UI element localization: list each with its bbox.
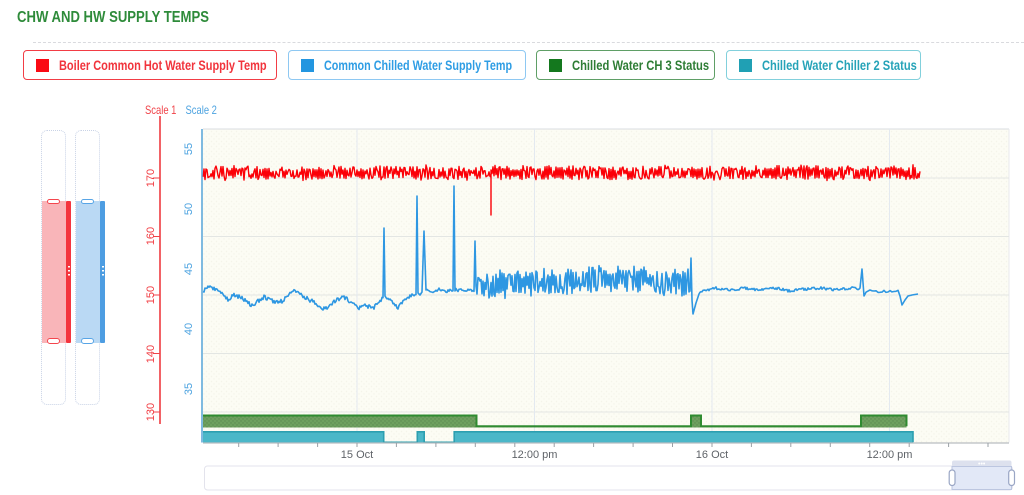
svg-text:140: 140 (145, 345, 157, 363)
svg-text:150: 150 (145, 286, 157, 304)
svg-text:40: 40 (183, 323, 195, 335)
svg-text:55: 55 (183, 143, 195, 155)
svg-text:•••: ••• (978, 461, 986, 468)
svg-text:Scale 2: Scale 2 (186, 104, 218, 117)
svg-text:15 Oct: 15 Oct (341, 449, 373, 461)
svg-text:Scale 1: Scale 1 (145, 104, 177, 117)
svg-text:50: 50 (183, 203, 195, 215)
svg-text:130: 130 (145, 403, 157, 421)
svg-text:16 Oct: 16 Oct (696, 449, 728, 461)
svg-text:45: 45 (183, 263, 195, 275)
svg-text:35: 35 (183, 383, 195, 395)
svg-text:12:00 pm: 12:00 pm (867, 449, 913, 461)
svg-text:12:00 pm: 12:00 pm (512, 449, 558, 461)
svg-text:160: 160 (145, 227, 157, 245)
svg-text:170: 170 (145, 169, 157, 187)
